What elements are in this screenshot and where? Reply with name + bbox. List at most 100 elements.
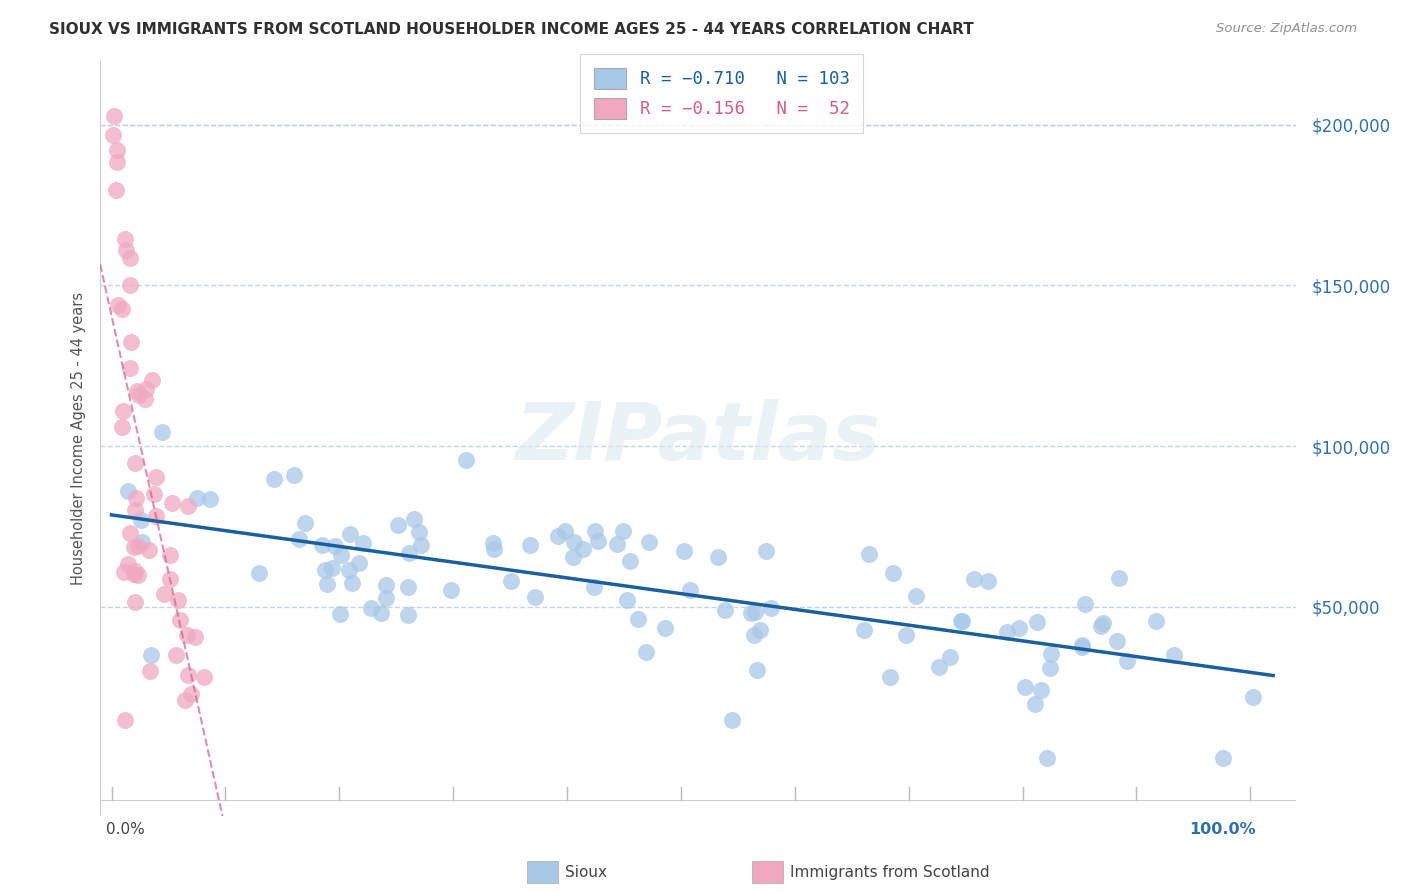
Point [995, 624, 1018, 639]
Point [720, 714, 742, 728]
Point [114, 232, 136, 246]
Point [117, 483, 139, 498]
Point [120, 278, 142, 293]
Point [679, 582, 702, 597]
Point [321, 561, 343, 575]
Point [1092, 616, 1115, 631]
Point [454, 453, 477, 467]
Point [141, 648, 163, 662]
Point [112, 404, 135, 418]
Point [329, 607, 352, 622]
Point [128, 388, 150, 402]
Point [1039, 660, 1062, 674]
Point [294, 516, 316, 530]
Point [145, 470, 167, 484]
Point [339, 527, 361, 541]
Point [1014, 681, 1036, 695]
Point [143, 487, 166, 501]
Point [120, 334, 142, 349]
Point [619, 554, 641, 568]
Point [1039, 648, 1062, 662]
Point [519, 538, 541, 552]
Point [612, 524, 634, 539]
Point [114, 713, 136, 727]
Point [755, 544, 778, 558]
Point [396, 608, 419, 623]
Text: 0.0%: 0.0% [105, 822, 145, 838]
Point [742, 628, 765, 642]
Point [124, 502, 146, 516]
Point [360, 601, 382, 615]
Point [1074, 597, 1097, 611]
Point [1070, 640, 1092, 654]
Text: Immigrants from Scotland: Immigrants from Scotland [790, 865, 990, 880]
Point [572, 541, 595, 556]
Point [440, 582, 463, 597]
Point [977, 574, 1000, 588]
Point [104, 183, 127, 197]
Point [112, 565, 135, 579]
Point [283, 467, 305, 482]
Point [186, 491, 208, 506]
Point [949, 614, 972, 628]
Point [1090, 619, 1112, 633]
Point [145, 509, 167, 524]
Point [127, 539, 149, 553]
Point [408, 525, 430, 540]
Point [882, 566, 904, 580]
Point [634, 645, 657, 659]
Point [193, 670, 215, 684]
Point [263, 472, 285, 486]
Point [387, 518, 409, 533]
Point [749, 623, 772, 637]
Point [905, 589, 928, 603]
Point [105, 143, 128, 157]
Point [122, 566, 145, 581]
Point [501, 574, 523, 589]
Point [176, 499, 198, 513]
Point [1008, 621, 1031, 635]
Point [117, 557, 139, 571]
Point [706, 550, 728, 565]
Point [562, 535, 585, 549]
Point [180, 687, 202, 701]
Point [672, 544, 695, 558]
Point [342, 576, 364, 591]
Point [150, 425, 173, 439]
Point [939, 649, 962, 664]
Point [124, 564, 146, 578]
Point [523, 590, 546, 604]
Text: Sioux: Sioux [565, 865, 607, 880]
Point [1031, 682, 1053, 697]
Point [134, 392, 156, 406]
Point [288, 532, 311, 546]
Point [586, 533, 609, 548]
Point [547, 528, 569, 542]
Point [745, 663, 768, 677]
Point [129, 513, 152, 527]
Point [323, 539, 346, 553]
Point [894, 628, 917, 642]
Point [103, 128, 125, 142]
Point [105, 154, 128, 169]
Point [329, 549, 352, 563]
Point [370, 606, 392, 620]
Point [962, 572, 984, 586]
Point [110, 302, 132, 317]
Point [1108, 570, 1130, 584]
Legend: R = −0.710   N = 103, R = −0.156   N =  52: R = −0.710 N = 103, R = −0.156 N = 52 [581, 54, 863, 133]
Point [114, 244, 136, 258]
Point [160, 496, 183, 510]
Point [127, 568, 149, 582]
Y-axis label: Householder Income Ages 25 - 44 years: Householder Income Ages 25 - 44 years [72, 292, 86, 584]
Point [582, 580, 605, 594]
Point [139, 664, 162, 678]
Point [484, 542, 506, 557]
Point [314, 563, 336, 577]
Point [616, 592, 638, 607]
Point [638, 534, 661, 549]
Point [110, 419, 132, 434]
Point [1212, 751, 1234, 765]
Point [125, 491, 148, 505]
Point [1026, 615, 1049, 629]
